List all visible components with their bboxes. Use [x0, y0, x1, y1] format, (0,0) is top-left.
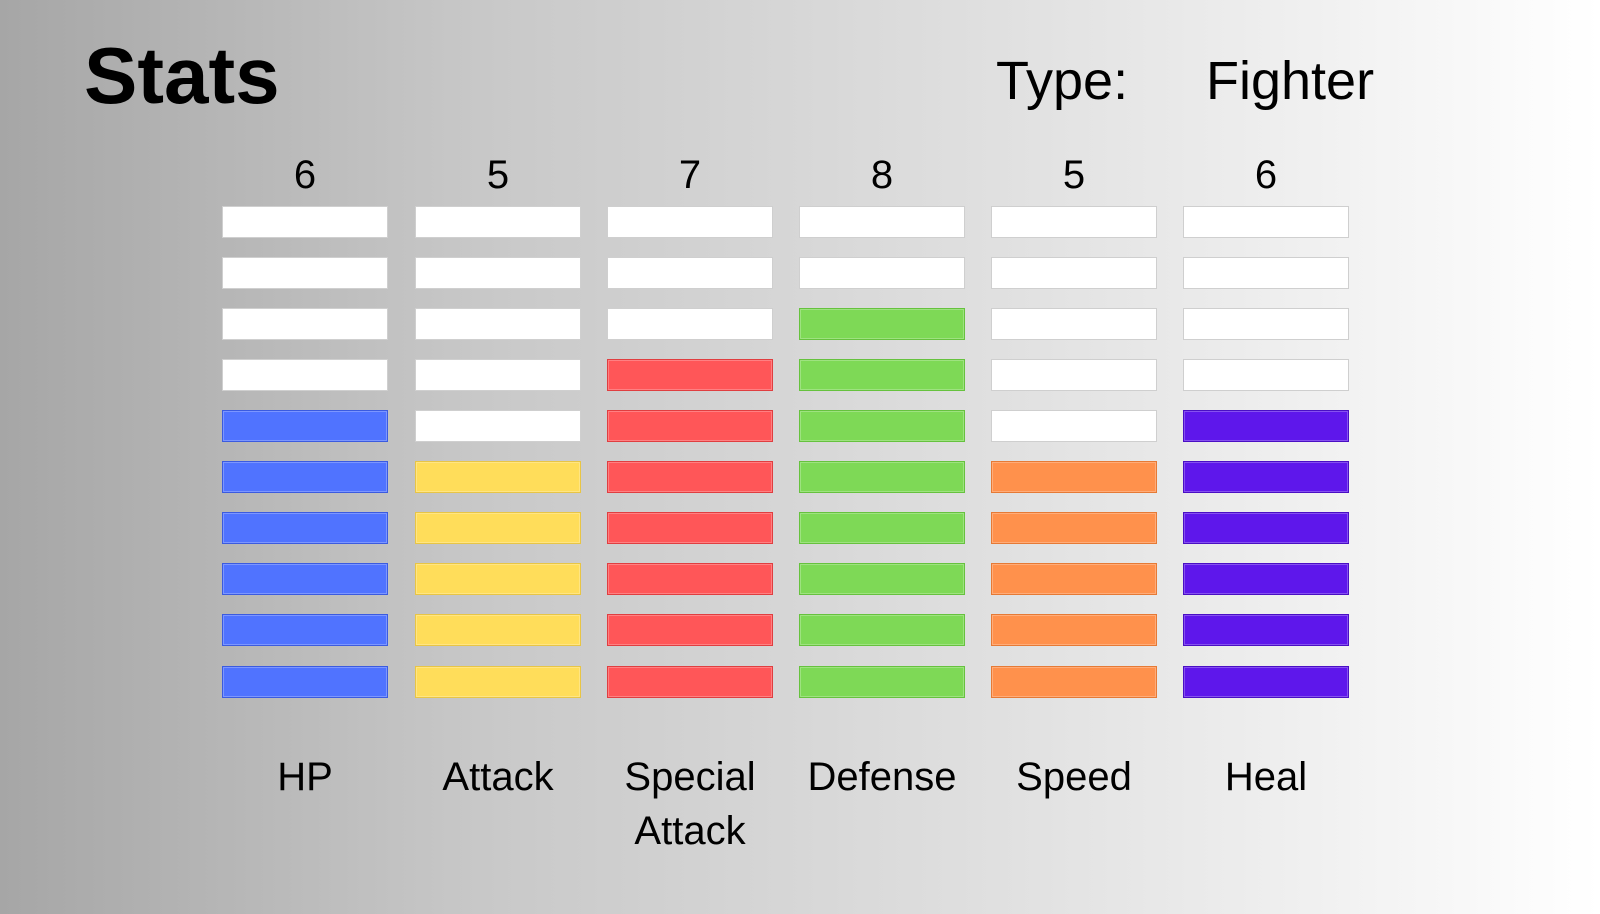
stat-value: 6: [293, 153, 317, 197]
stat-bar-filled: [991, 512, 1157, 544]
stat-bar-filled: [222, 614, 388, 646]
stat-bar-filled: [799, 614, 965, 646]
stat-column-defense: 8 Defense: [799, 150, 965, 799]
stat-bar-empty: [991, 308, 1157, 340]
stat-label: Speed: [1016, 755, 1132, 799]
stat-bar-filled: [799, 410, 965, 442]
stat-bar-empty: [415, 257, 581, 289]
stat-bar-filled: [991, 614, 1157, 646]
stat-bar-empty: [222, 359, 388, 391]
stat-label: HP: [277, 755, 333, 799]
stat-bar-filled: [415, 666, 581, 698]
stat-bar-filled: [607, 614, 773, 646]
page-title: Stats: [84, 31, 280, 120]
stat-column-speed: 5 Speed: [991, 150, 1157, 799]
stat-bar-filled: [222, 666, 388, 698]
stat-bar-empty: [1183, 308, 1349, 340]
stat-bar-filled: [222, 563, 388, 595]
stat-bar-filled: [1183, 512, 1349, 544]
stat-bar-filled: [991, 461, 1157, 493]
stat-bar-filled: [222, 461, 388, 493]
type-label: Type:: [996, 51, 1129, 111]
stat-bar-filled: [415, 563, 581, 595]
stat-bar-empty: [415, 410, 581, 442]
stat-bar-empty: [222, 206, 388, 238]
stat-bar-filled: [607, 512, 773, 544]
stat-bar-empty: [799, 257, 965, 289]
stat-bar-filled: [415, 512, 581, 544]
stat-label: Attack: [442, 755, 554, 799]
stat-value: 5: [486, 153, 510, 197]
stat-bar-filled: [799, 512, 965, 544]
stat-bar-filled: [991, 666, 1157, 698]
stat-bar-empty: [991, 359, 1157, 391]
stat-bar-filled: [607, 410, 773, 442]
stat-label: Heal: [1224, 755, 1308, 799]
stat-bar-filled: [799, 359, 965, 391]
stat-bar-filled: [222, 410, 388, 442]
stat-bar-filled: [222, 512, 388, 544]
stat-bar-empty: [607, 308, 773, 340]
stat-bar-filled: [799, 666, 965, 698]
stat-bar-filled: [1183, 461, 1349, 493]
stat-column-special-attack: 7 Special Attack: [607, 150, 773, 853]
stat-bar-filled: [1183, 563, 1349, 595]
stat-bar-filled: [607, 359, 773, 391]
stat-bar-empty: [1183, 257, 1349, 289]
stat-label: Special Attack: [624, 755, 756, 853]
stat-value: 7: [678, 153, 702, 197]
stat-bar-empty: [607, 206, 773, 238]
stat-bar-empty: [1183, 206, 1349, 238]
stat-bar-empty: [799, 206, 965, 238]
stat-bar-empty: [991, 257, 1157, 289]
stat-column-hp: 6 HP: [222, 150, 388, 799]
stat-bar-filled: [415, 461, 581, 493]
stat-bar-empty: [222, 257, 388, 289]
stat-bar-filled: [607, 563, 773, 595]
stat-value: 5: [1062, 153, 1086, 197]
stat-label: Defense: [807, 755, 957, 799]
stat-bar-filled: [1183, 410, 1349, 442]
stat-bar-empty: [991, 206, 1157, 238]
stat-bar-filled: [799, 563, 965, 595]
stat-bar-empty: [415, 206, 581, 238]
stat-value: 6: [1254, 153, 1278, 197]
stat-bar-filled: [1183, 666, 1349, 698]
stat-bar-filled: [1183, 614, 1349, 646]
stat-bar-empty: [1183, 359, 1349, 391]
type-value: Fighter: [1206, 51, 1375, 111]
stat-bar-filled: [415, 614, 581, 646]
stat-bar-filled: [799, 308, 965, 340]
stat-bar-empty: [415, 308, 581, 340]
stat-bar-filled: [991, 563, 1157, 595]
stat-bar-filled: [799, 461, 965, 493]
stat-bar-empty: [607, 257, 773, 289]
stat-column-heal: 6 Heal: [1183, 150, 1349, 799]
stat-column-attack: 5 Attack: [415, 150, 581, 799]
stat-bar-empty: [222, 308, 388, 340]
stat-value: 8: [870, 153, 894, 197]
stat-bar-empty: [991, 410, 1157, 442]
stat-bar-filled: [607, 461, 773, 493]
stat-bar-empty: [415, 359, 581, 391]
stat-bar-filled: [607, 666, 773, 698]
